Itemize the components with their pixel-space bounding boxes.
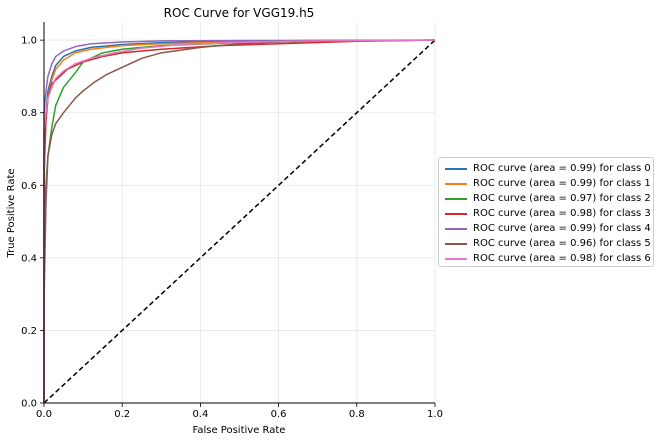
legend-swatch [445, 227, 467, 230]
legend: ROC curve (area = 0.99) for class 0 ROC c… [438, 157, 654, 267]
legend-item: ROC curve (area = 0.99) for class 1 [445, 176, 651, 191]
axes [40, 22, 436, 407]
roc-line-class-6 [43, 39, 436, 403]
legend-label: ROC curve (area = 0.99) for class 4 [473, 223, 651, 234]
x-tick-label: 0.4 [192, 409, 208, 420]
roc-line-class-4 [43, 39, 436, 403]
x-tick-label: 0.8 [349, 409, 365, 420]
legend-label: ROC curve (area = 0.99) for class 0 [473, 163, 651, 174]
legend-swatch [445, 257, 467, 260]
legend-swatch [445, 242, 467, 245]
legend-item: ROC curve (area = 0.99) for class 0 [445, 161, 651, 176]
x-tick-label: 0.0 [36, 409, 52, 420]
chart-title: ROC Curve for VGG19.h5 [164, 6, 315, 20]
diagonal-reference [43, 39, 436, 404]
roc-line-class-5 [43, 39, 436, 403]
y-tick-label: 1.0 [21, 36, 37, 47]
legend-label: ROC curve (area = 0.98) for class 3 [473, 208, 651, 219]
y-tick-label: 0.8 [21, 108, 37, 119]
y-tick-label: 0.6 [21, 181, 37, 192]
y-tick-label: 0.0 [21, 399, 37, 410]
legend-item: ROC curve (area = 0.96) for class 5 [445, 236, 651, 251]
grid [43, 22, 436, 404]
legend-label: ROC curve (area = 0.97) for class 2 [473, 193, 651, 204]
y-tick-label: 0.2 [21, 326, 37, 337]
legend-item: ROC curve (area = 0.98) for class 6 [445, 251, 651, 266]
legend-item: ROC curve (area = 0.99) for class 4 [445, 221, 651, 236]
legend-label: ROC curve (area = 0.98) for class 6 [473, 253, 651, 264]
diagonal-line [43, 39, 436, 404]
tick-labels: 0.0 0.2 0.4 0.6 0.8 1.0 0.0 0.2 0.4 0.6 0.8 1.0 [21, 36, 443, 420]
legend-swatch [445, 182, 467, 185]
legend-item: ROC curve (area = 0.98) for class 3 [445, 206, 651, 221]
legend-swatch [445, 212, 467, 215]
legend-swatch [445, 167, 467, 170]
x-tick-label: 0.6 [271, 409, 287, 420]
legend-item: ROC curve (area = 0.97) for class 2 [445, 191, 651, 206]
y-tick-label: 0.4 [21, 253, 37, 264]
legend-swatch [445, 197, 467, 200]
x-axis-label: False Positive Rate [193, 425, 286, 436]
legend-label: ROC curve (area = 0.99) for class 1 [473, 178, 651, 189]
series-lines [43, 39, 436, 403]
legend-label: ROC curve (area = 0.96) for class 5 [473, 238, 651, 249]
x-tick-label: 0.2 [114, 409, 130, 420]
x-tick-label: 1.0 [427, 409, 443, 420]
y-axis-label: True Positive Rate [6, 168, 17, 258]
